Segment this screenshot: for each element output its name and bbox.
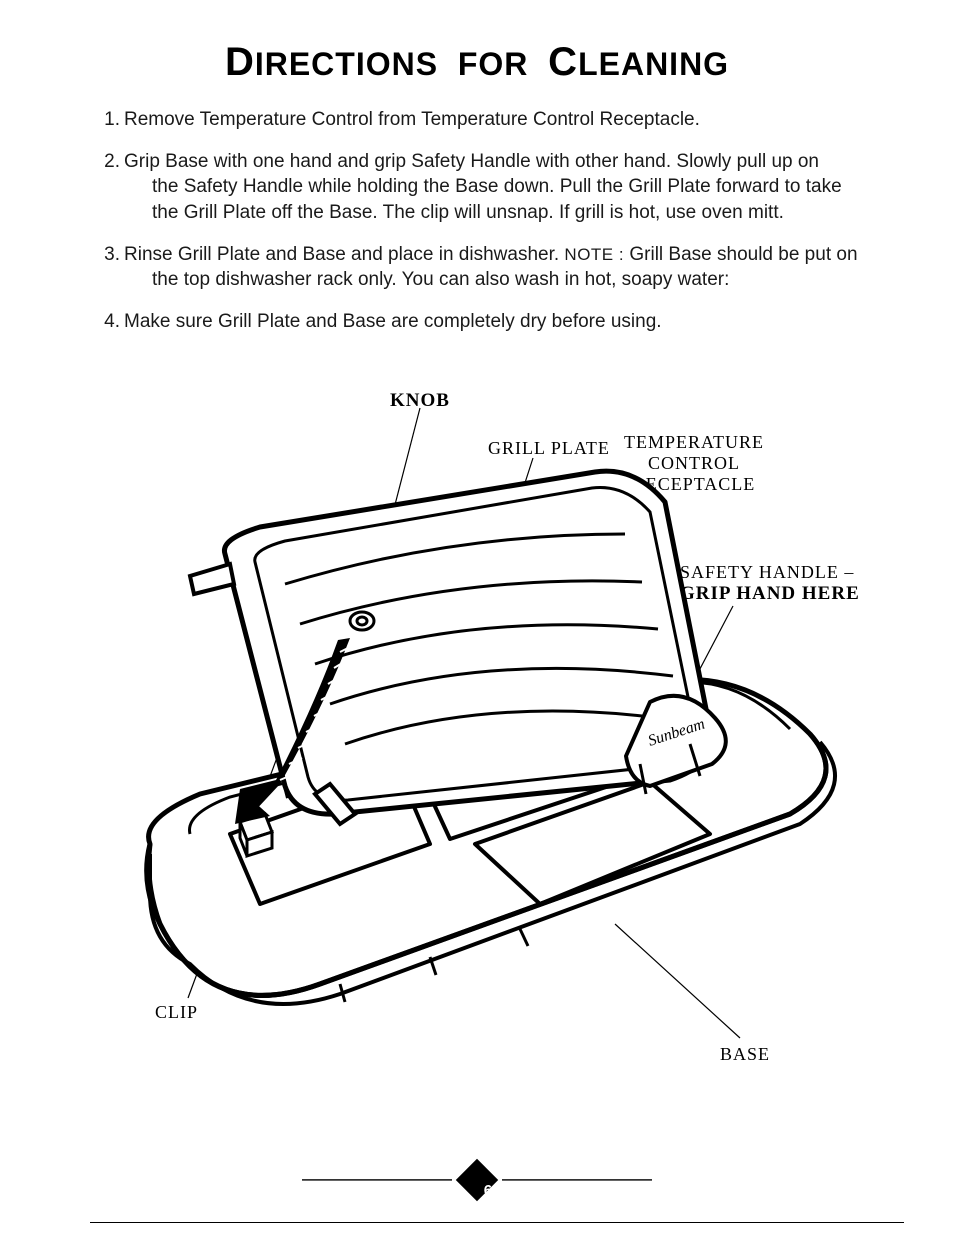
step-3: 3. Rinse Grill Plate and Base and place … [90, 242, 864, 293]
instruction-list: 1. Remove Temperature Control from Tempe… [90, 107, 864, 334]
diagram-svg: Sunbeam [90, 384, 864, 1084]
note-label: NOTE : [564, 245, 624, 264]
footer-rule-left [302, 1179, 452, 1181]
step-text: Remove Temperature Control from Temperat… [124, 107, 864, 133]
step-text: Grip Base with one hand and grip Safety … [124, 149, 864, 226]
page-number: 6 [473, 1182, 503, 1199]
page-footer: 6 [0, 1165, 954, 1195]
step-number: 4. [90, 309, 124, 335]
step-1: 1. Remove Temperature Control from Tempe… [90, 107, 864, 133]
footer-rule-right [502, 1179, 652, 1181]
step-number: 3. [90, 242, 124, 293]
step-number: 1. [90, 107, 124, 133]
step-number: 2. [90, 149, 124, 226]
grill-diagram: KNOB GRILL PLATE TEMPERATURE CONTROL REC… [90, 384, 864, 1084]
page-title: DIRECTIONS FOR CLEANING [90, 40, 864, 85]
bottom-border [90, 1222, 904, 1223]
page-number-icon: 6 [456, 1159, 498, 1201]
step-text: Make sure Grill Plate and Base are compl… [124, 309, 864, 335]
step-2: 2. Grip Base with one hand and grip Safe… [90, 149, 864, 226]
step-text: Rinse Grill Plate and Base and place in … [124, 242, 864, 293]
step-4: 4. Make sure Grill Plate and Base are co… [90, 309, 864, 335]
